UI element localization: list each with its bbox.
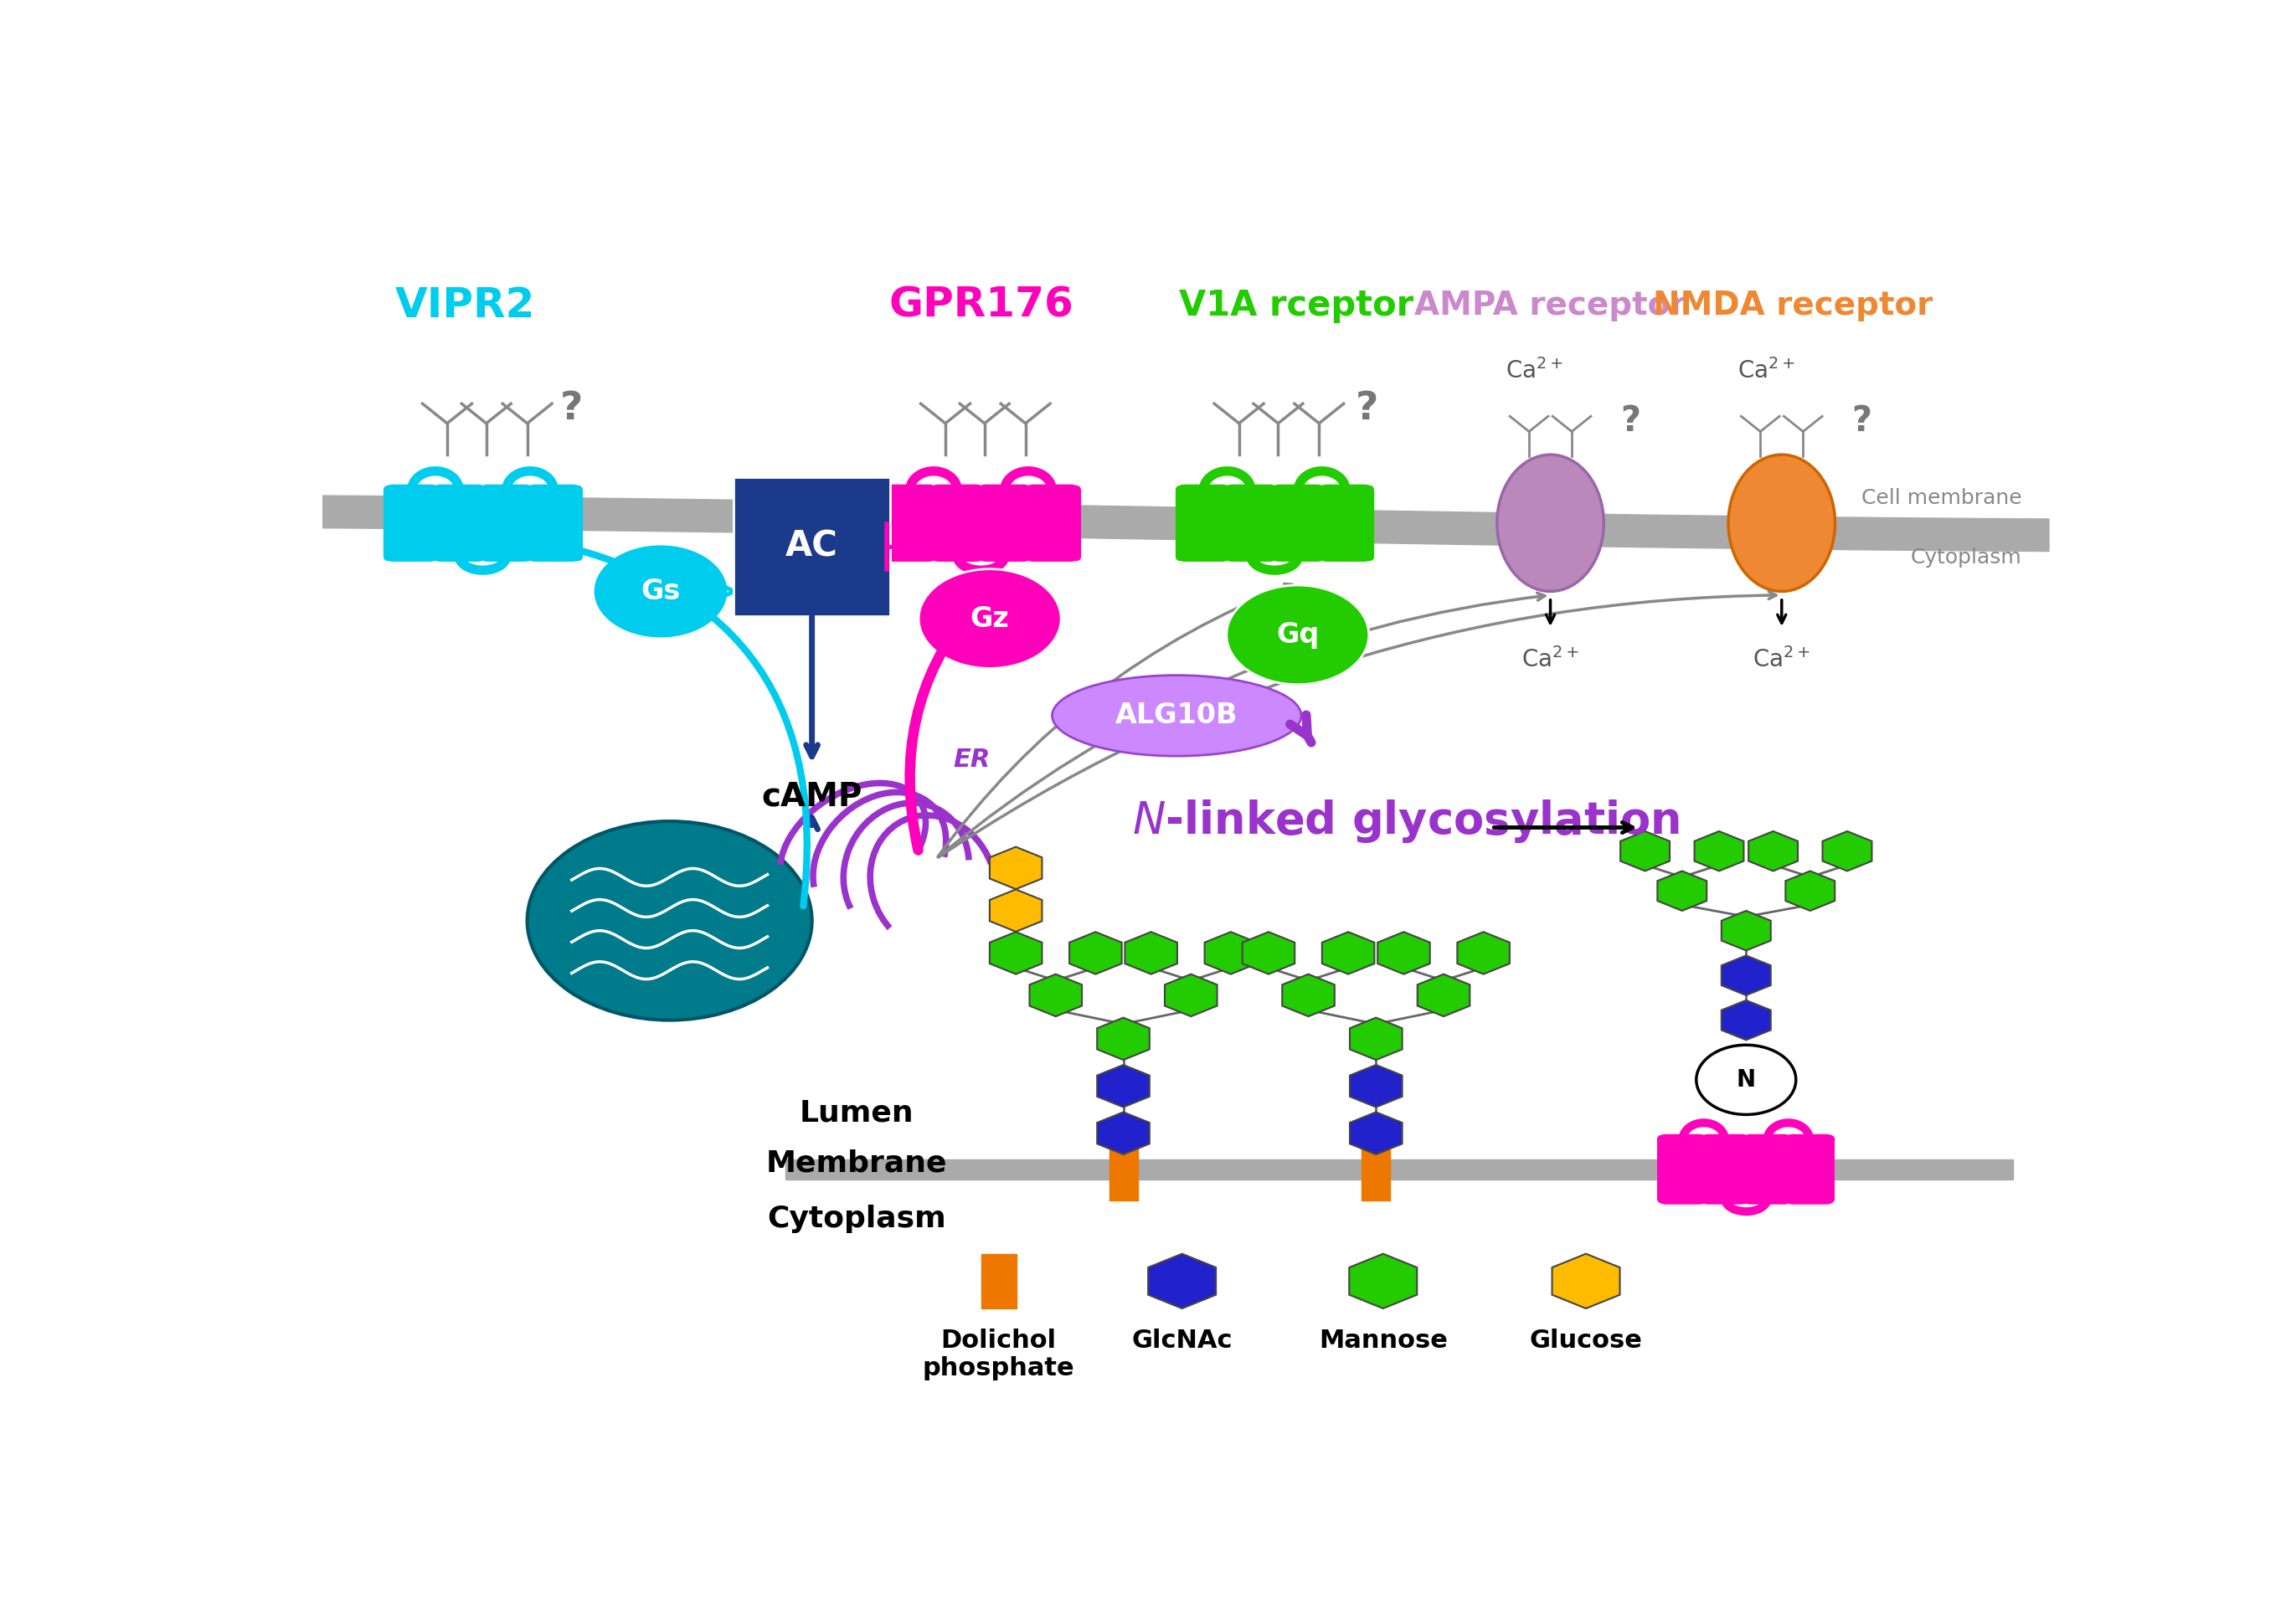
Polygon shape: [1552, 1254, 1621, 1309]
Ellipse shape: [1497, 455, 1603, 591]
FancyBboxPatch shape: [528, 484, 579, 562]
Polygon shape: [990, 889, 1042, 931]
Polygon shape: [1750, 831, 1798, 872]
Text: Ca$^{2+}$: Ca$^{2+}$: [1738, 358, 1795, 384]
Polygon shape: [1097, 1112, 1150, 1154]
Text: $\it{N}$-linked glycosylation: $\it{N}$-linked glycosylation: [1132, 797, 1681, 844]
Text: Mannose: Mannose: [1318, 1328, 1446, 1353]
Text: N: N: [1736, 1068, 1756, 1091]
Text: Gz: Gz: [971, 605, 1010, 633]
Text: ?: ?: [1621, 404, 1642, 439]
Polygon shape: [1097, 1065, 1150, 1107]
Polygon shape: [990, 847, 1042, 889]
Text: Ca$^{2+}$: Ca$^{2+}$: [1522, 647, 1580, 673]
FancyBboxPatch shape: [434, 484, 484, 562]
Polygon shape: [1621, 831, 1669, 872]
Text: ?: ?: [560, 391, 583, 428]
Text: Ca$^{2+}$: Ca$^{2+}$: [1752, 647, 1812, 673]
Text: ALG10B: ALG10B: [1116, 702, 1238, 730]
Polygon shape: [1722, 910, 1770, 951]
FancyBboxPatch shape: [1226, 484, 1277, 562]
FancyBboxPatch shape: [735, 478, 891, 617]
Polygon shape: [1786, 872, 1835, 910]
Circle shape: [1226, 586, 1368, 684]
FancyBboxPatch shape: [1701, 1135, 1750, 1204]
Text: Ca$^{2+}$: Ca$^{2+}$: [1506, 358, 1564, 384]
FancyBboxPatch shape: [932, 484, 983, 562]
Polygon shape: [1148, 1254, 1217, 1309]
Polygon shape: [1458, 931, 1511, 975]
Text: cAMP: cAMP: [762, 781, 863, 812]
FancyBboxPatch shape: [1026, 484, 1077, 562]
FancyBboxPatch shape: [480, 484, 533, 562]
Text: AMPA receptor: AMPA receptor: [1414, 289, 1685, 321]
Text: AC: AC: [785, 529, 838, 565]
Polygon shape: [1722, 955, 1770, 996]
Circle shape: [592, 544, 728, 639]
Polygon shape: [1350, 1065, 1403, 1107]
Text: Glucose: Glucose: [1529, 1328, 1642, 1353]
Ellipse shape: [1052, 675, 1302, 755]
FancyBboxPatch shape: [1178, 484, 1228, 562]
FancyBboxPatch shape: [978, 484, 1031, 562]
Polygon shape: [1242, 931, 1295, 975]
Polygon shape: [1658, 872, 1706, 910]
Polygon shape: [1125, 931, 1178, 975]
Polygon shape: [1694, 831, 1743, 872]
Text: Gq: Gq: [1277, 621, 1320, 649]
FancyBboxPatch shape: [386, 484, 439, 562]
Text: ER: ER: [953, 747, 990, 771]
Polygon shape: [1823, 831, 1871, 872]
Circle shape: [918, 570, 1061, 668]
Polygon shape: [1350, 1112, 1403, 1154]
Text: ?: ?: [1851, 404, 1871, 439]
Text: GlcNAc: GlcNAc: [1132, 1328, 1233, 1353]
Polygon shape: [1417, 975, 1469, 1017]
Text: Dolichol
phosphate: Dolichol phosphate: [923, 1328, 1075, 1380]
Polygon shape: [990, 931, 1042, 975]
Ellipse shape: [1729, 455, 1835, 591]
FancyBboxPatch shape: [1272, 484, 1325, 562]
Polygon shape: [1205, 931, 1256, 975]
Polygon shape: [1097, 1018, 1150, 1060]
Text: V1A rceptor: V1A rceptor: [1178, 287, 1414, 323]
Ellipse shape: [528, 822, 813, 1020]
Polygon shape: [1378, 931, 1430, 975]
Text: Lumen: Lumen: [799, 1099, 914, 1128]
Text: ?: ?: [1355, 391, 1378, 428]
FancyBboxPatch shape: [1786, 1135, 1835, 1204]
FancyBboxPatch shape: [1320, 484, 1371, 562]
Polygon shape: [1322, 931, 1375, 975]
Polygon shape: [1281, 975, 1334, 1017]
FancyBboxPatch shape: [884, 484, 937, 562]
Polygon shape: [1164, 975, 1217, 1017]
Text: VIPR2: VIPR2: [395, 286, 535, 326]
Polygon shape: [1722, 1001, 1770, 1039]
Text: Cytoplasm: Cytoplasm: [1910, 547, 2023, 568]
Polygon shape: [1350, 1254, 1417, 1309]
Text: Cytoplasm: Cytoplasm: [767, 1204, 946, 1233]
Text: Cell membrane: Cell membrane: [1862, 487, 2023, 508]
FancyBboxPatch shape: [1658, 1135, 1706, 1204]
Text: NMDA receptor: NMDA receptor: [1653, 289, 1933, 321]
Text: Membrane: Membrane: [767, 1149, 946, 1177]
Polygon shape: [1350, 1018, 1403, 1060]
Polygon shape: [1070, 931, 1123, 975]
FancyBboxPatch shape: [1743, 1135, 1791, 1204]
Polygon shape: [1029, 975, 1081, 1017]
Text: GPR176: GPR176: [889, 286, 1075, 326]
Text: Gs: Gs: [641, 578, 680, 605]
Circle shape: [1697, 1044, 1795, 1115]
